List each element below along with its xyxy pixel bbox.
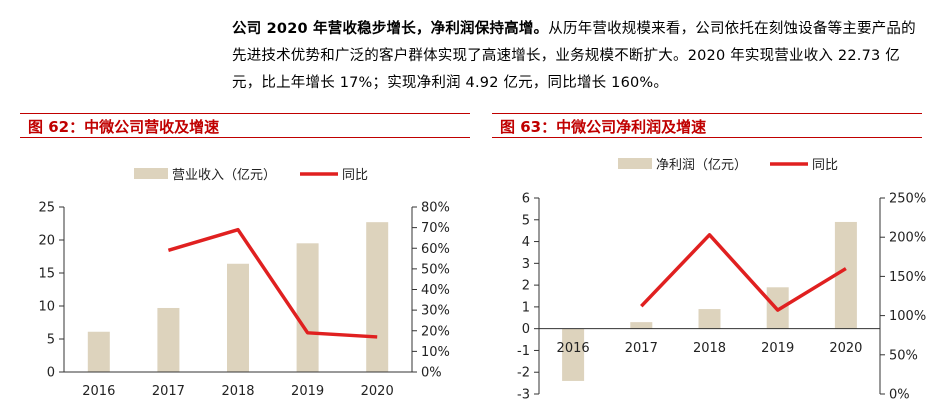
left-axis-tick-label: 0 bbox=[522, 322, 530, 337]
bar-2016 bbox=[87, 331, 110, 372]
left-axis-tick-label: 4 bbox=[522, 235, 530, 250]
category-label: 2019 bbox=[761, 341, 794, 356]
left-axis-tick-label: 1 bbox=[522, 300, 530, 315]
left-axis-tick-label: 6 bbox=[522, 192, 530, 207]
category-label: 2020 bbox=[361, 384, 394, 399]
right-axis-tick-label: 80% bbox=[421, 201, 450, 216]
left-axis-tick-label: -3 bbox=[517, 388, 530, 403]
category-label: 2018 bbox=[693, 341, 726, 356]
right-axis-tick-label: 50% bbox=[421, 262, 450, 277]
right-axis-tick-label: 0% bbox=[889, 388, 910, 403]
right-axis-tick-label: 50% bbox=[889, 348, 918, 363]
left-axis-tick-label: 5 bbox=[47, 333, 55, 348]
chart1-title: 图 62：中微公司营收及增速 bbox=[28, 118, 220, 136]
chart1-title-rule bbox=[20, 137, 470, 138]
right-axis-tick-label: 10% bbox=[421, 345, 450, 360]
category-label: 2018 bbox=[221, 384, 254, 399]
legend-bar-label: 净利润（亿元） bbox=[656, 158, 747, 173]
left-axis-tick-label: -1 bbox=[517, 344, 530, 359]
left-axis-tick-label: -2 bbox=[517, 366, 530, 381]
category-label: 2016 bbox=[82, 384, 115, 399]
category-label: 2016 bbox=[557, 341, 590, 356]
chart2: 净利润（亿元） 同比 -3 -2 -1 0 1 2 3 4 5 6 0% 50% 100% 150% 200% 2… bbox=[517, 158, 926, 403]
bar-2019 bbox=[296, 243, 319, 372]
legend-bar-swatch bbox=[618, 158, 652, 169]
left-axis-tick-label: 20 bbox=[38, 234, 55, 249]
left-axis-tick-label: 15 bbox=[38, 267, 55, 282]
right-axis-tick-label: 100% bbox=[889, 309, 926, 324]
right-axis-tick-label: 40% bbox=[421, 283, 450, 298]
bar-2017 bbox=[630, 322, 653, 329]
bar-2020 bbox=[366, 222, 389, 372]
bar-2018 bbox=[227, 263, 249, 372]
chart2-top-rule bbox=[492, 113, 922, 114]
right-axis-tick-label: 150% bbox=[889, 270, 926, 285]
legend-bar-swatch bbox=[134, 168, 168, 179]
right-axis-tick-label: 20% bbox=[421, 324, 450, 339]
legend-bar-label: 营业收入（亿元） bbox=[172, 168, 276, 183]
summary-bold: 公司 2020 年营收稳步增长，净利润保持高增。 bbox=[232, 21, 549, 37]
right-axis-tick-label: 30% bbox=[421, 304, 450, 319]
growth-line bbox=[167, 227, 378, 339]
legend-line-label: 同比 bbox=[342, 168, 368, 183]
bar-2017 bbox=[157, 307, 180, 372]
right-axis-tick-label: 250% bbox=[889, 192, 926, 207]
category-label: 2019 bbox=[291, 384, 324, 399]
category-label: 2017 bbox=[152, 384, 185, 399]
legend-line-label: 同比 bbox=[812, 158, 838, 173]
left-axis-tick-label: 0 bbox=[47, 366, 55, 381]
chart2-title-rule bbox=[492, 137, 922, 138]
summary-paragraph: 公司 2020 年营收稳步增长，净利润保持高增。从历年营收规模来看，公司依托在刻… bbox=[232, 16, 922, 97]
right-axis-tick-label: 200% bbox=[889, 231, 926, 246]
category-label: 2020 bbox=[829, 341, 862, 356]
left-axis-tick-label: 2 bbox=[522, 279, 530, 294]
left-axis-tick-label: 10 bbox=[38, 300, 55, 315]
bar-2020 bbox=[834, 221, 857, 329]
growth-line bbox=[640, 233, 847, 312]
category-label: 2017 bbox=[625, 341, 658, 356]
left-axis-tick-label: 5 bbox=[522, 213, 530, 228]
summary-text: 从历年营收规模来看，公司依托在刻蚀设备等主要产品的先进技术优势和广泛的客户群体实… bbox=[232, 21, 916, 91]
right-axis-tick-label: 70% bbox=[421, 221, 450, 236]
bar-2016 bbox=[562, 328, 585, 381]
chart1: 营业收入（亿元） 同比 0 5 10 15 20 25 0% 10% 20% 30% 40% 50% 60%… bbox=[38, 168, 450, 399]
bar-2018 bbox=[698, 309, 721, 329]
right-axis-tick-label: 60% bbox=[421, 242, 450, 257]
left-axis-tick-label: 3 bbox=[522, 257, 530, 272]
chart2-title: 图 63：中微公司净利润及增速 bbox=[500, 118, 707, 136]
right-axis-tick-label: 0% bbox=[421, 366, 442, 381]
left-axis-tick-label: 25 bbox=[38, 201, 55, 216]
chart1-top-rule bbox=[20, 113, 470, 114]
